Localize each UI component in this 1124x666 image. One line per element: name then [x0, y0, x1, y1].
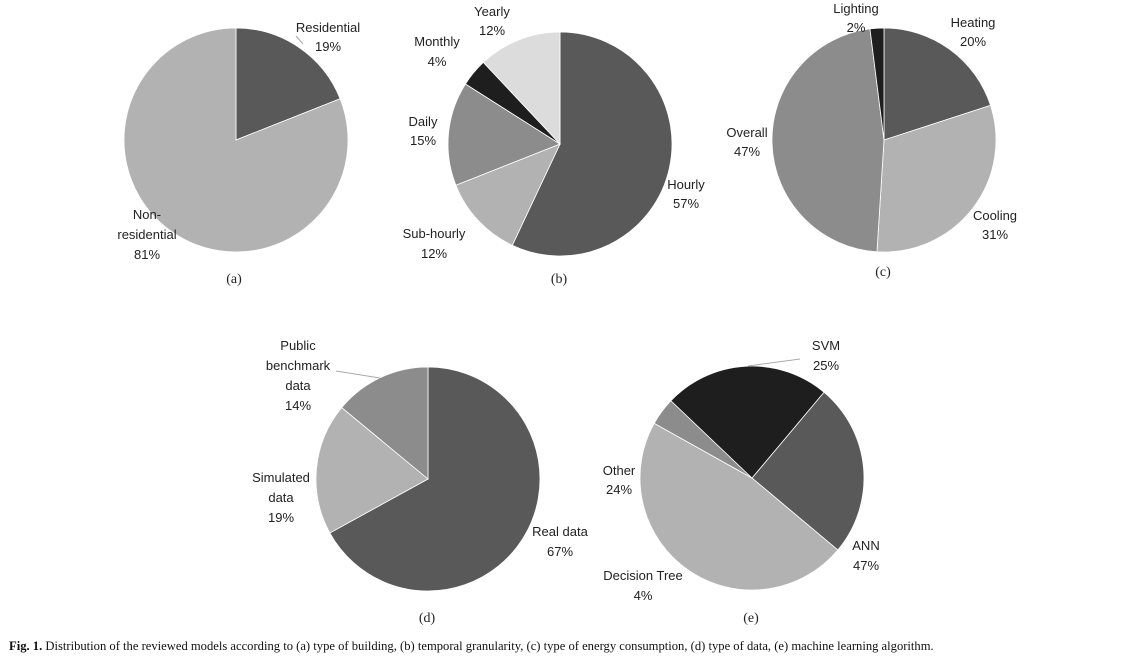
pie-slice-other	[670, 365, 825, 479]
slice-name-lighting: Lighting	[833, 1, 879, 16]
slice-name-monthly: Monthly	[414, 34, 460, 49]
slice-percent-lighting: 2%	[847, 20, 866, 35]
panel-label: (d)	[419, 611, 436, 626]
slice-name-sub-hourly: Sub-hourly	[403, 226, 466, 241]
pie-slice-simulated-data	[315, 407, 429, 534]
slice-name-daily: Daily	[409, 114, 438, 129]
pie-slice-heating	[883, 27, 992, 141]
slice-name-real-data: Real data	[532, 524, 588, 539]
pie-slice-sub-hourly	[455, 143, 561, 246]
slice-name-heating: Heating	[951, 15, 996, 30]
slice-percent-overall: 47%	[734, 144, 760, 159]
pie-charts-figure: Residential 19% Non-residential 81% (a) Hourl…	[117, 1, 1017, 626]
caption-id: Fig. 1.	[9, 639, 43, 653]
slice-name-simulated-data: data	[268, 490, 294, 505]
slice-percent-decision-tree: 4%	[634, 588, 653, 603]
slice-percent-non-residential: 81%	[134, 247, 160, 262]
slice-name-overall: Overall	[726, 125, 767, 140]
slice-percent-residential: 19%	[315, 39, 341, 54]
slice-percent-simulated-data: 19%	[268, 510, 294, 525]
slice-name-non-residential: residential	[117, 227, 176, 242]
slice-percent-real-data: 67%	[547, 544, 573, 559]
pie-chart-4: Real data 67% Simulated data 19% Public benchm…	[252, 338, 588, 626]
slice-percent-daily: 15%	[410, 133, 436, 148]
pie-slice-overall	[771, 28, 885, 253]
slice-name-residential: Residential	[296, 20, 360, 35]
slice-name-other: Other	[603, 463, 636, 478]
pie-slice-real-data	[329, 366, 541, 592]
pie-chart-3: Heating 20% Cooling 31% Overall 47% Lighting 2%…	[726, 1, 1017, 280]
slice-percent-sub-hourly: 12%	[421, 246, 447, 261]
slice-name-public-benchmark-data: data	[285, 378, 311, 393]
slice-name-non-residential: Non-	[133, 207, 161, 222]
slice-percent-cooling: 31%	[982, 227, 1008, 242]
pie-slice-daily	[447, 83, 561, 186]
slice-percent-other: 24%	[606, 482, 632, 497]
slice-name-decision-tree: Decision Tree	[603, 568, 682, 583]
pie-slice-residential	[235, 27, 341, 141]
pie-slice-yearly	[482, 31, 561, 146]
slice-name-cooling: Cooling	[973, 208, 1017, 223]
slice-name-public-benchmark-data: Public	[280, 338, 316, 353]
caption-text: Distribution of the reviewed models acco…	[45, 639, 934, 653]
panel-label: (c)	[875, 265, 891, 280]
slice-name-svm: SVM	[812, 338, 840, 353]
leader-line-residential	[295, 35, 304, 45]
slice-name-simulated-data: Simulated	[252, 470, 310, 485]
panel-label: (e)	[743, 611, 759, 626]
pie-slice-non-residential	[123, 27, 349, 253]
slice-percent-monthly: 4%	[428, 54, 447, 69]
figure-caption: Fig. 1. Distribution of the reviewed mod…	[9, 639, 1119, 654]
slice-percent-ann: 47%	[853, 558, 879, 573]
pie-slice-public-benchmark-data	[341, 366, 429, 480]
slice-name-public-benchmark-data: benchmark	[266, 358, 331, 373]
panel-label: (b)	[551, 272, 568, 287]
slice-percent-public-benchmark-data: 14%	[285, 398, 311, 413]
slice-percent-yearly: 12%	[479, 23, 505, 38]
slice-name-ann: ANN	[852, 538, 879, 553]
leader-line-svm	[747, 358, 801, 367]
slice-name-hourly: Hourly	[667, 177, 705, 192]
slice-name-yearly: Yearly	[474, 4, 510, 19]
pie-slice-svm	[751, 391, 865, 551]
slice-percent-heating: 20%	[960, 34, 986, 49]
pie-slice-cooling	[876, 104, 997, 253]
panel-label: (a)	[226, 272, 242, 287]
pie-slice-lighting	[869, 27, 885, 141]
pie-chart-5: SVM 25% ANN 47% Decision Tree 4% Other 24% (e)	[603, 338, 880, 626]
pie-slice-hourly	[511, 31, 673, 257]
pie-slice-ann	[639, 422, 839, 591]
leader-line-public-benchmark-data	[335, 370, 381, 379]
slice-percent-svm: 25%	[813, 358, 839, 373]
pie-chart-1: Residential 19% Non-residential 81% (a)	[117, 20, 360, 287]
slice-percent-hourly: 57%	[673, 196, 699, 211]
pie-chart-2: Hourly 57% Sub-hourly 12% Daily 15% Monthly 4% Y…	[403, 4, 706, 287]
